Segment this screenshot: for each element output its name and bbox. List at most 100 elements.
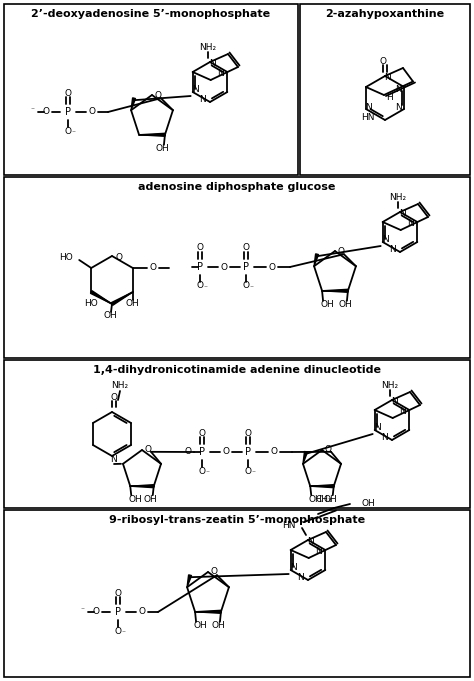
Text: CH₃: CH₃ <box>316 496 332 505</box>
Text: OH: OH <box>362 499 376 509</box>
Text: NH₂: NH₂ <box>111 381 128 390</box>
Text: OH: OH <box>155 144 169 153</box>
Text: O: O <box>210 567 218 577</box>
Text: O: O <box>199 428 206 437</box>
Text: O: O <box>220 262 228 272</box>
Text: N: N <box>374 424 381 432</box>
Text: 2-azahypoxanthine: 2-azahypoxanthine <box>326 9 445 19</box>
Text: ⁻: ⁻ <box>205 469 209 477</box>
Text: NH₂: NH₂ <box>390 193 407 202</box>
Text: O: O <box>43 108 49 116</box>
Polygon shape <box>139 133 165 136</box>
Text: OH: OH <box>211 621 225 631</box>
Text: OH: OH <box>320 300 334 309</box>
Polygon shape <box>303 452 308 464</box>
Text: OH: OH <box>144 494 158 504</box>
Polygon shape <box>310 485 334 488</box>
Text: O: O <box>155 91 162 99</box>
Text: HO: HO <box>59 253 73 262</box>
Text: O: O <box>245 428 252 437</box>
Text: ⁻: ⁻ <box>30 106 34 114</box>
Text: N: N <box>365 103 372 112</box>
Text: O: O <box>222 447 229 456</box>
Text: OH: OH <box>126 300 140 308</box>
Text: O: O <box>197 244 203 253</box>
Text: 2’-deoxyadenosine 5’-monophosphate: 2’-deoxyadenosine 5’-monophosphate <box>31 9 271 19</box>
Text: N: N <box>395 84 401 93</box>
Text: N: N <box>400 210 406 219</box>
Text: ⁻: ⁻ <box>249 283 253 293</box>
Text: O: O <box>149 264 156 272</box>
Text: OH: OH <box>324 494 337 504</box>
Text: ⁻: ⁻ <box>251 469 255 477</box>
Text: O: O <box>337 247 345 255</box>
Text: ⁻: ⁻ <box>71 129 75 138</box>
Text: NH₂: NH₂ <box>200 44 217 52</box>
Text: O: O <box>89 108 95 116</box>
Polygon shape <box>131 98 136 110</box>
Text: O: O <box>92 607 100 616</box>
Text: O: O <box>199 466 206 475</box>
Text: N: N <box>395 104 401 112</box>
Text: P: P <box>243 262 249 272</box>
Text: ⁻: ⁻ <box>203 283 207 293</box>
Text: N: N <box>390 245 396 255</box>
Text: O: O <box>116 253 122 262</box>
Bar <box>4 360 470 508</box>
Text: O: O <box>245 466 252 475</box>
Text: ⁻: ⁻ <box>121 629 125 637</box>
Text: OH: OH <box>128 494 142 504</box>
Text: N: N <box>210 59 216 69</box>
Polygon shape <box>111 292 133 305</box>
Text: OH: OH <box>338 300 352 309</box>
Text: O: O <box>64 127 72 136</box>
Text: P: P <box>65 107 71 117</box>
Text: HO: HO <box>84 300 98 308</box>
Text: NH₂: NH₂ <box>382 381 399 390</box>
Bar <box>300 4 470 175</box>
Text: OH: OH <box>193 621 207 631</box>
Text: adenosine diphosphate glucose: adenosine diphosphate glucose <box>138 182 336 192</box>
Text: N: N <box>399 407 406 417</box>
Text: HN: HN <box>283 522 296 530</box>
Polygon shape <box>187 575 191 587</box>
Text: ⁻: ⁻ <box>80 605 84 614</box>
Text: N: N <box>290 563 297 573</box>
Text: N: N <box>383 236 389 244</box>
Text: N: N <box>308 537 314 546</box>
Bar <box>4 4 298 175</box>
Text: O: O <box>243 281 249 291</box>
Text: O: O <box>115 627 121 635</box>
Text: 9-ribosyl-trans-zeatin 5’-monophosphate: 9-ribosyl-trans-zeatin 5’-monophosphate <box>109 515 365 525</box>
Polygon shape <box>314 254 319 266</box>
Text: O: O <box>184 447 191 456</box>
Text: O: O <box>325 445 331 454</box>
Text: O: O <box>115 588 121 597</box>
Text: N: N <box>384 72 392 82</box>
Polygon shape <box>91 291 112 304</box>
Polygon shape <box>195 610 221 614</box>
Text: N: N <box>298 573 304 582</box>
Text: N: N <box>407 219 414 229</box>
Text: P: P <box>199 447 205 457</box>
Text: O: O <box>380 57 386 65</box>
Text: O: O <box>271 447 277 456</box>
Text: P: P <box>115 607 121 617</box>
Polygon shape <box>322 289 348 292</box>
Text: O: O <box>64 89 72 97</box>
Text: HN: HN <box>362 114 375 123</box>
Text: OH: OH <box>103 311 117 321</box>
Text: N: N <box>217 69 224 78</box>
Text: N: N <box>192 86 199 95</box>
Text: 1,4-dihydronicotinamide adenine dinucleotide: 1,4-dihydronicotinamide adenine dinucleo… <box>93 365 381 375</box>
Text: H: H <box>387 93 393 101</box>
Text: N: N <box>315 548 322 556</box>
Text: O: O <box>197 281 203 291</box>
Text: O: O <box>110 392 118 402</box>
Text: O: O <box>145 445 152 454</box>
Text: N: N <box>392 398 398 407</box>
Text: P: P <box>245 447 251 457</box>
Text: OH: OH <box>309 494 322 504</box>
Text: N: N <box>382 434 388 443</box>
Text: O: O <box>243 244 249 253</box>
